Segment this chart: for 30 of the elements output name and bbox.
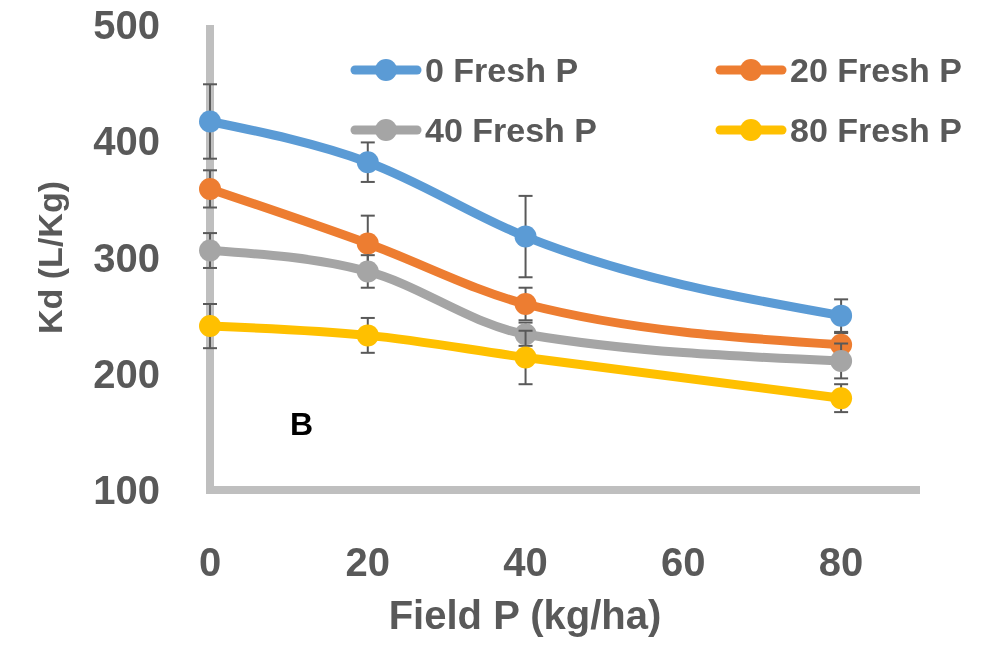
point xyxy=(830,349,853,372)
point xyxy=(199,239,221,262)
point xyxy=(514,225,537,248)
x-tick-label: 20 xyxy=(345,540,391,584)
point xyxy=(199,110,221,133)
y-tick-label: 200 xyxy=(93,351,160,396)
point xyxy=(356,324,379,347)
legend-label: 40 Fresh P xyxy=(425,111,597,149)
point xyxy=(514,346,537,369)
y-tick-label: 500 xyxy=(93,3,160,47)
point xyxy=(514,293,537,315)
y-tick-label: 100 xyxy=(93,468,160,512)
x-tick-label: 60 xyxy=(661,540,706,584)
point xyxy=(356,232,379,255)
x-tick-label: 0 xyxy=(198,540,222,584)
legend-label: 20 Fresh P xyxy=(790,51,962,89)
y-tick-label: 400 xyxy=(93,119,160,164)
annotation: B xyxy=(290,406,314,442)
x-tick-label: 40 xyxy=(503,540,548,584)
point xyxy=(199,315,221,338)
legend-label: 80 Fresh P xyxy=(790,111,962,149)
x-tick-label: 80 xyxy=(818,540,864,584)
point xyxy=(830,304,853,327)
legend-label: 0 Fresh P xyxy=(425,51,579,89)
point xyxy=(199,177,221,200)
y-tick-label: 300 xyxy=(93,235,160,280)
point xyxy=(356,260,379,283)
x-axis-title: Field P (kg/ha) xyxy=(388,593,662,637)
point xyxy=(356,151,379,174)
y-axis-title: Kd (L/Kg) xyxy=(31,181,69,334)
